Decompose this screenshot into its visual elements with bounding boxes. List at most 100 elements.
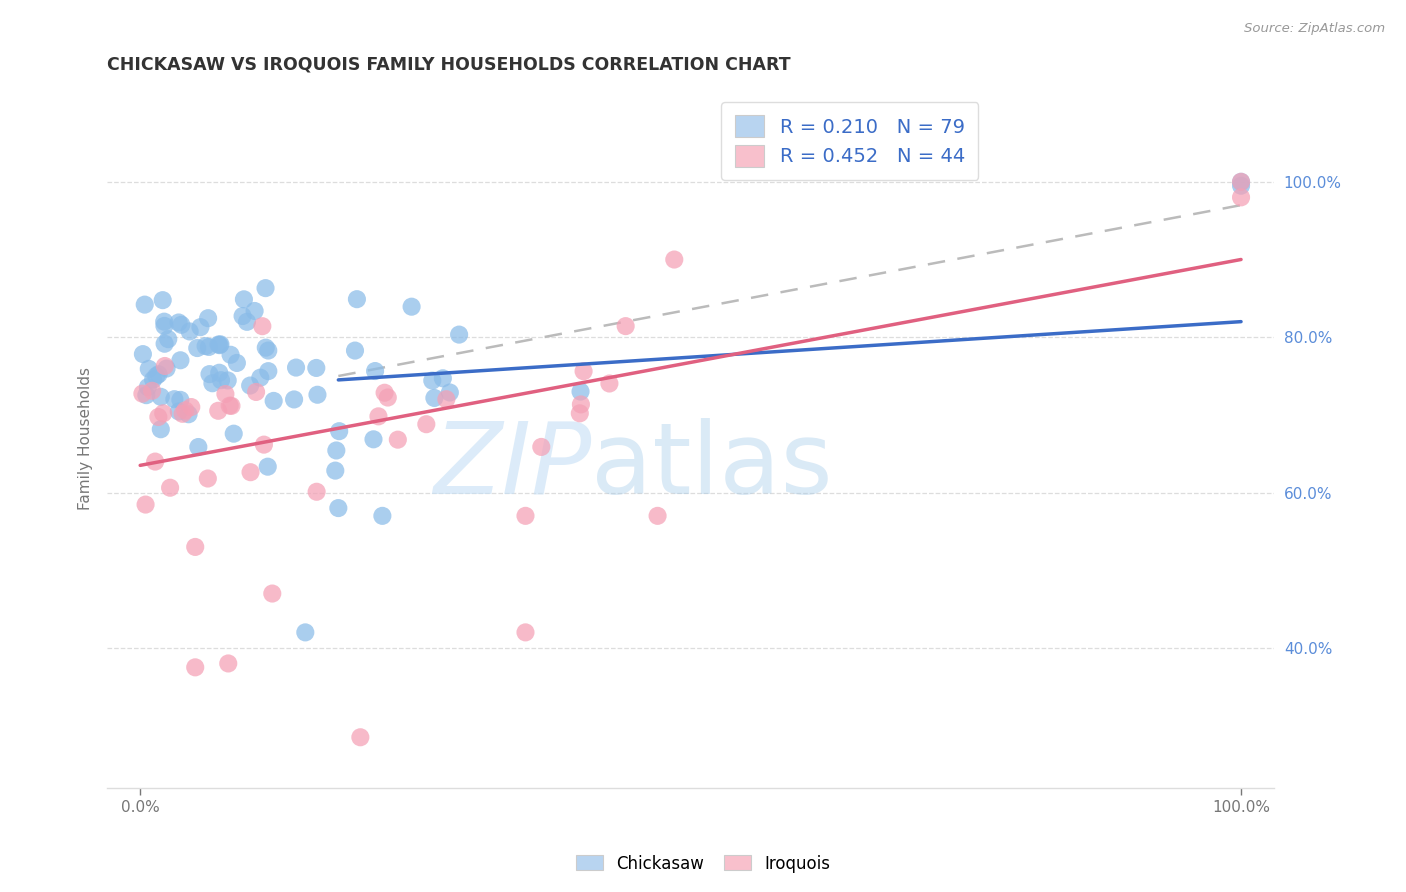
Point [387, 433, 409, 447]
Point [153, 336, 176, 351]
Point [131, 386, 153, 401]
Point [169, 392, 191, 407]
Point [401, 300, 423, 314]
Point [136, 380, 159, 394]
Point [243, 304, 266, 318]
Point [152, 293, 174, 307]
Point [167, 316, 190, 330]
Point [647, 508, 669, 523]
Point [1230, 190, 1253, 204]
Point [219, 348, 242, 362]
Point [245, 384, 267, 399]
Point [305, 360, 328, 375]
Point [367, 409, 389, 424]
Point [285, 360, 308, 375]
Point [254, 341, 277, 355]
Point [325, 443, 347, 458]
Point [449, 327, 471, 342]
Point [363, 433, 385, 447]
Y-axis label: Family Households: Family Households [79, 367, 93, 509]
Point [145, 368, 167, 383]
Point [148, 368, 170, 382]
Point [177, 407, 200, 421]
Point [439, 385, 461, 400]
Point [1230, 175, 1253, 189]
Legend: R = 0.210   N = 79, R = 0.452   N = 44: R = 0.210 N = 79, R = 0.452 N = 44 [721, 102, 979, 180]
Point [209, 373, 232, 387]
Point [217, 657, 239, 671]
Point [214, 387, 236, 401]
Point [569, 384, 592, 399]
Text: atlas: atlas [592, 417, 832, 515]
Point [328, 501, 350, 516]
Point [374, 385, 396, 400]
Point [236, 315, 259, 329]
Point [614, 319, 637, 334]
Point [377, 391, 399, 405]
Point [170, 318, 193, 332]
Point [423, 391, 446, 405]
Point [218, 399, 240, 413]
Point [568, 406, 591, 420]
Point [153, 318, 176, 333]
Point [249, 370, 271, 384]
Point [184, 540, 207, 554]
Point [598, 376, 620, 391]
Point [149, 390, 172, 404]
Point [232, 293, 254, 307]
Point [257, 343, 280, 358]
Point [283, 392, 305, 407]
Point [221, 399, 243, 413]
Point [201, 376, 224, 391]
Point [167, 404, 190, 418]
Point [1230, 178, 1253, 193]
Point [1230, 175, 1253, 189]
Point [132, 347, 155, 361]
Point [142, 373, 165, 387]
Point [190, 320, 212, 334]
Point [174, 403, 197, 417]
Point [434, 392, 457, 407]
Point [262, 586, 284, 600]
Point [572, 364, 595, 378]
Point [143, 454, 166, 468]
Point [252, 319, 274, 334]
Point [222, 426, 245, 441]
Point [194, 339, 217, 353]
Point [159, 481, 181, 495]
Point [208, 338, 231, 352]
Point [371, 508, 394, 523]
Point [263, 393, 285, 408]
Point [323, 464, 346, 478]
Point [208, 366, 231, 380]
Point [209, 337, 232, 351]
Point [343, 343, 366, 358]
Point [328, 424, 350, 438]
Point [184, 660, 207, 674]
Point [198, 340, 221, 354]
Legend: Chickasaw, Iroquois: Chickasaw, Iroquois [569, 848, 837, 880]
Point [149, 422, 172, 436]
Point [141, 384, 163, 398]
Point [207, 404, 229, 418]
Point [135, 498, 157, 512]
Point [153, 315, 176, 329]
Point [420, 374, 443, 388]
Point [569, 397, 592, 411]
Point [232, 309, 254, 323]
Point [254, 281, 277, 295]
Point [530, 440, 553, 454]
Point [155, 361, 177, 376]
Point [664, 252, 686, 267]
Point [197, 311, 219, 326]
Point [180, 400, 202, 414]
Point [257, 364, 280, 378]
Point [415, 417, 437, 432]
Point [163, 392, 186, 407]
Point [217, 373, 239, 387]
Point [307, 388, 329, 402]
Point [148, 410, 170, 425]
Point [135, 388, 157, 402]
Point [157, 332, 180, 346]
Text: CHICKASAW VS IROQUOIS FAMILY HOUSEHOLDS CORRELATION CHART: CHICKASAW VS IROQUOIS FAMILY HOUSEHOLDS … [107, 55, 790, 73]
